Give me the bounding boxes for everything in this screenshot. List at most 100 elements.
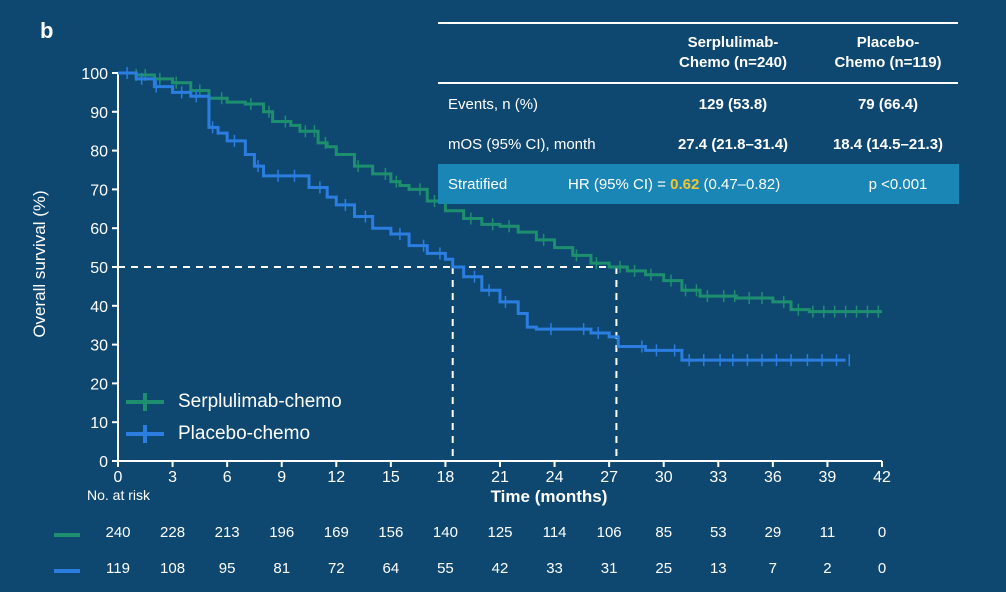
table-header-row: Serplulimab- Chemo (n=240) Placebo- Chem… — [438, 24, 958, 82]
y-tick-label: 10 — [90, 415, 108, 432]
legend-swatch-serplulimab — [126, 393, 164, 411]
x-tick-label: 18 — [437, 469, 455, 486]
risk-count-serplulimab: 240 — [105, 524, 131, 541]
risk-count-placebo: 7 — [768, 560, 778, 577]
risk-count-placebo: 81 — [273, 560, 291, 577]
x-tick-label: 33 — [709, 469, 727, 486]
mos-placebo: 18.4 (14.5–21.3) — [832, 135, 944, 153]
mos-row: mOS (95% CI), month 27.4 (21.8–31.4) 18.… — [438, 124, 958, 164]
legend-swatch-placebo — [126, 425, 164, 443]
y-tick-label: 20 — [90, 376, 108, 393]
risk-count-serplulimab: 29 — [764, 524, 782, 541]
risk-count-serplulimab: 114 — [542, 524, 567, 541]
x-tick-label: 15 — [382, 469, 400, 486]
hr-ci: (0.47–0.82) — [699, 175, 781, 193]
risk-count-serplulimab: 213 — [214, 524, 240, 541]
risk-count-placebo: 2 — [823, 560, 832, 577]
hr-value: 0.62 — [670, 175, 700, 193]
mos-label: mOS (95% CI), month — [448, 135, 596, 153]
risk-swatch-serplulimab — [54, 533, 80, 537]
header-serplulimab-line1: Serplulimab- — [687, 34, 779, 51]
hazard-ratio: HR (95% CI) = 0.62 (0.47–0.82) — [568, 176, 838, 193]
y-tick-label: 30 — [90, 338, 108, 355]
header-placebo-line2: Chemo (n=119) — [834, 54, 942, 71]
risk-count-placebo: 108 — [160, 560, 186, 577]
events-serplulimab: 129 (53.8) — [698, 95, 768, 113]
x-tick-label: 3 — [168, 469, 177, 486]
risk-count-serplulimab: 85 — [655, 524, 673, 541]
survival-curves — [118, 67, 882, 367]
x-axis-label: Time (months) — [491, 487, 608, 506]
header-serplulimab-line2: Chemo (n=240) — [679, 54, 787, 71]
risk-swatch-placebo — [54, 569, 80, 573]
y-tick-label: 50 — [90, 260, 108, 277]
events-label: Events, n (%) — [448, 95, 539, 113]
risk-count-placebo: 31 — [600, 560, 618, 577]
risk-count-serplulimab: 0 — [877, 524, 887, 541]
risk-count-placebo: 72 — [327, 560, 345, 577]
legend-item-serplulimab: Serplulimab-chemo — [126, 386, 342, 418]
x-tick-label: 36 — [764, 469, 782, 486]
risk-count-placebo: 95 — [218, 560, 236, 577]
median-reference-lines — [118, 266, 618, 461]
risk-count-placebo: 42 — [491, 560, 509, 577]
stratified-label: Stratified — [448, 175, 508, 193]
risk-count-placebo: 55 — [437, 560, 454, 577]
risk-count-serplulimab: 156 — [378, 524, 404, 541]
risk-count-serplulimab: 106 — [596, 524, 622, 541]
y-tick-label: 100 — [81, 66, 108, 83]
header-serplulimab: Serplulimab- Chemo (n=240) — [648, 33, 818, 73]
risk-count-placebo: 64 — [382, 560, 400, 577]
y-tick-label: 40 — [90, 299, 108, 316]
stats-table: Serplulimab- Chemo (n=240) Placebo- Chem… — [438, 22, 958, 164]
risk-count-placebo: 13 — [709, 560, 727, 577]
risk-count-serplulimab: 196 — [269, 524, 295, 541]
mos-serplulimab: 27.4 (21.8–31.4) — [677, 135, 789, 153]
risk-count-serplulimab: 125 — [487, 524, 513, 541]
km-curve-placebo — [118, 71, 846, 362]
panel-label: b — [40, 18, 54, 43]
x-tick-label: 9 — [277, 469, 286, 486]
legend: Serplulimab-chemo Placebo-chemo — [126, 386, 342, 450]
risk-count-serplulimab: 228 — [160, 524, 186, 541]
axis-labels: Time (months) Overall survival (%) — [30, 190, 607, 506]
y-tick-label: 0 — [99, 454, 108, 471]
y-tick-label: 60 — [90, 221, 108, 238]
km-curve-serplulimab — [118, 71, 882, 314]
x-tick-label: 27 — [600, 469, 618, 486]
legend-item-placebo: Placebo-chemo — [126, 418, 342, 450]
x-tick-label: 12 — [327, 469, 345, 486]
legend-label-placebo: Placebo-chemo — [178, 423, 311, 444]
p-value: p <0.001 — [868, 175, 928, 193]
stratified-hr-bar: Stratified HR (95% CI) = 0.62 (0.47–0.82… — [438, 164, 959, 204]
risk-row-placebo: 119 108 95 81 72 64 55 42 33 31 25 13 7 2 0 — [0, 560, 1006, 582]
hr-prefix: HR (95% CI) = — [568, 175, 671, 193]
risk-count-serplulimab: 53 — [709, 524, 727, 541]
y-tick-label: 90 — [90, 105, 108, 122]
x-tick-label: 30 — [655, 469, 673, 486]
risk-count-placebo: 33 — [546, 560, 563, 577]
x-tick-label: 24 — [546, 469, 564, 486]
risk-count-placebo: 119 — [106, 560, 130, 577]
risk-count-serplulimab: 169 — [323, 524, 349, 541]
risk-table-title: No. at risk — [87, 487, 151, 503]
header-placebo: Placebo- Chemo (n=119) — [818, 33, 958, 73]
risk-count-serplulimab: 140 — [432, 524, 458, 541]
y-tick-label: 70 — [90, 182, 108, 199]
x-tick-label: 39 — [819, 469, 837, 486]
table-top-rule — [438, 22, 958, 24]
risk-count-placebo: 25 — [655, 560, 673, 577]
events-placebo: 79 (66.4) — [857, 95, 919, 113]
risk-count-placebo: 0 — [877, 560, 887, 577]
x-tick-label: 42 — [873, 469, 891, 486]
table-mid-rule — [438, 82, 958, 84]
events-row: Events, n (%) 129 (53.8) 79 (66.4) — [438, 84, 958, 124]
x-tick-label: 21 — [491, 469, 509, 486]
x-tick-label: 6 — [223, 469, 232, 486]
legend-label-serplulimab: Serplulimab-chemo — [178, 391, 342, 412]
chart-axes: 0 3 6 9 12 15 18 21 24 27 30 33 36 39 4201020304050607… — [81, 66, 891, 486]
y-axis-label: Overall survival (%) — [30, 190, 49, 337]
risk-row-serplulimab: 240 228 213 196 169 156 140 125 114 106 85 53 29 11 0 — [0, 524, 1006, 546]
risk-count-serplulimab: 11 — [819, 524, 836, 541]
